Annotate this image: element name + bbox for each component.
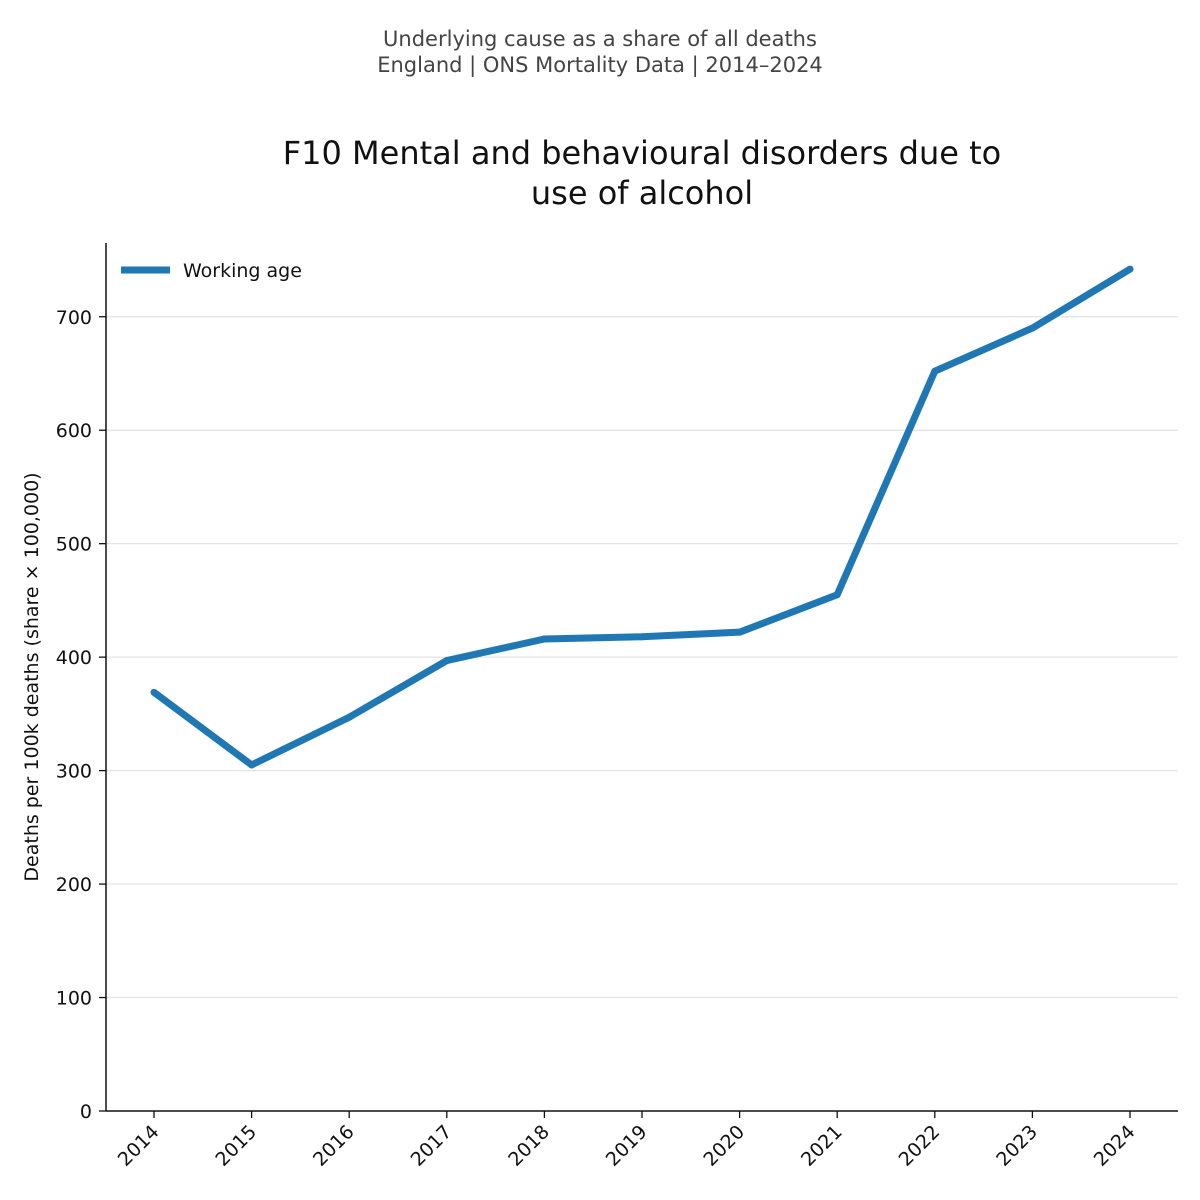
x-tick-label: 2024: [1090, 1121, 1140, 1171]
y-tick-label: 0: [80, 1101, 92, 1123]
x-tick-label: 2019: [602, 1121, 652, 1171]
x-tick-label: 2015: [211, 1121, 261, 1171]
suptitle-line-1: Underlying cause as a share of all death…: [383, 27, 817, 51]
data-point: [833, 591, 841, 599]
x-tick-label: 2014: [114, 1121, 164, 1171]
y-axis-label: Deaths per 100k deaths (share × 100,000): [21, 472, 43, 881]
data-point: [540, 635, 548, 643]
data-point: [443, 657, 451, 665]
x-tick-label: 2020: [699, 1121, 749, 1171]
y-tick-label: 700: [56, 307, 92, 329]
y-tick-label: 200: [56, 874, 92, 896]
x-ticks: 2014 2015 2016 2017 2018 2019 2020 2021 2022 2023…: [114, 1111, 1140, 1171]
y-tick-label: 600: [56, 420, 92, 442]
x-tick-label: 2022: [895, 1121, 945, 1171]
data-point: [931, 367, 939, 375]
legend: Working age: [121, 260, 302, 282]
x-tick-label: 2016: [309, 1121, 359, 1171]
data-point: [248, 761, 256, 769]
x-tick-label: 2018: [504, 1121, 554, 1171]
chart-title-line-2: use of alcohol: [530, 174, 754, 212]
data-point: [638, 633, 646, 641]
suptitle-line-2: England | ONS Mortality Data | 2014–2024: [377, 53, 823, 77]
x-tick-label: 2017: [407, 1121, 457, 1171]
x-tick-label: 2021: [797, 1121, 847, 1171]
data-point: [345, 713, 353, 721]
series-line-working-age: [151, 266, 1132, 769]
x-tick-label: 2023: [992, 1121, 1042, 1171]
chart-title-line-1: F10 Mental and behavioural disorders due…: [282, 134, 1002, 172]
data-point: [150, 688, 158, 696]
y-tick-label: 500: [56, 534, 92, 556]
data-point: [736, 628, 744, 636]
y-tick-label: 300: [56, 761, 92, 783]
legend-label: Working age: [183, 260, 302, 282]
chart-title: F10 Mental and behavioural disorders due…: [170, 133, 1114, 213]
axes: [105, 243, 1178, 1112]
gridlines: [106, 316, 1178, 999]
data-point: [1126, 265, 1134, 273]
y-tick-label: 400: [56, 647, 92, 669]
series-group: [150, 265, 1134, 769]
data-point: [1028, 324, 1036, 332]
y-tick-label: 100: [56, 988, 92, 1010]
y-ticks: 0 100 200 300 400 500 600 700: [56, 307, 106, 1123]
